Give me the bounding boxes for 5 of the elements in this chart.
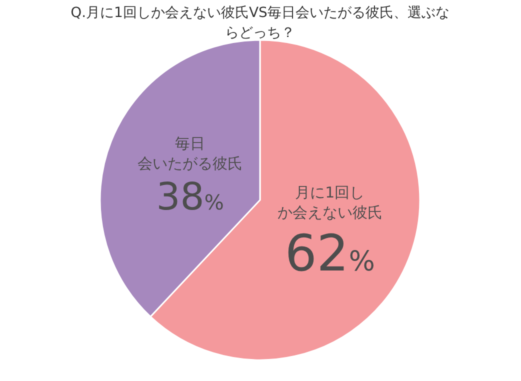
chart-title: Q.月に1回しか会えない彼氏VS毎日会いたがる彼氏、選ぶならどっち？ [70, 5, 450, 41]
slice-label: 毎日会いたがる彼氏 [138, 134, 243, 172]
slice-label: 月に1回しか会えない彼氏 [277, 184, 382, 222]
data-label: 38% [156, 174, 224, 218]
data-label: 62% [284, 223, 376, 282]
